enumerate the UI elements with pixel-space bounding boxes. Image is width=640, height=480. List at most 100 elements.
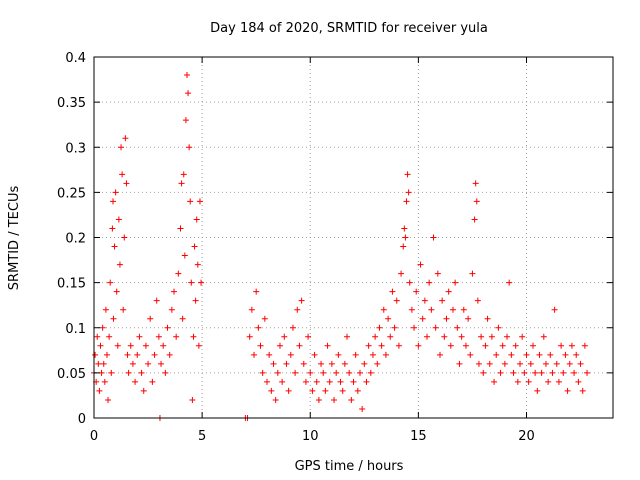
data-point [359,405,366,412]
data-point [149,378,156,385]
data-point [255,324,262,331]
data-point [424,333,431,340]
y-tick-label: 0.35 [57,96,86,111]
data-point [471,216,478,223]
data-point [350,378,357,385]
data-point [525,378,532,385]
data-point [393,297,400,304]
data-point [118,144,125,151]
data-point [341,360,348,367]
y-tick-label: 0.1 [65,322,86,337]
data-point [473,198,480,205]
data-point [408,306,415,313]
plot-frame [93,56,614,419]
data-point [398,270,405,277]
data-point [198,279,205,286]
y-tick-label: 0.4 [65,51,86,66]
data-point [545,378,552,385]
data-point [553,360,560,367]
data-point [456,360,463,367]
data-point [246,333,253,340]
data-point [92,351,99,358]
data-point [192,297,199,304]
data-point [521,369,528,376]
data-point [428,306,435,313]
data-point [406,279,413,286]
data-point [458,333,465,340]
data-point [185,90,192,97]
data-point [514,378,521,385]
data-point [189,396,196,403]
data-point [378,342,385,349]
data-point [292,369,299,376]
data-point [367,369,374,376]
data-point [501,360,508,367]
data-point [475,360,482,367]
data-point [508,351,515,358]
data-point [109,225,116,232]
x-tick-label: 10 [302,429,319,444]
data-point [251,351,258,358]
data-point [542,360,549,367]
data-point [285,387,292,394]
x-tick-label: 0 [90,429,98,444]
data-point [549,369,556,376]
data-point [160,342,167,349]
data-point [108,369,115,376]
data-point [391,324,398,331]
data-point [389,288,396,295]
data-point [584,369,591,376]
data-point [315,396,322,403]
data-point [328,360,335,367]
data-point [196,198,203,205]
data-point [547,351,554,358]
data-point [195,342,202,349]
data-point [302,378,309,385]
data-point [333,369,340,376]
y-axis-label: SRMTID / TECUs [7,186,22,291]
data-point [173,333,180,340]
data-point [182,117,189,124]
axis-ticks: 0 5 10 15 20 0 0.05 0.1 0.15 0.2 0.25 0.3 0.35 0.4 [57,51,613,444]
data-point [540,333,547,340]
data-point [419,315,426,322]
data-point [497,369,504,376]
data-point [129,360,136,367]
data-point [298,297,305,304]
data-point [447,342,454,349]
data-point [376,324,383,331]
data-point [309,387,316,394]
data-point [166,351,173,358]
data-point [119,171,126,178]
data-point [145,360,152,367]
data-point [101,378,108,385]
data-point [484,315,491,322]
data-point [158,360,165,367]
y-tick-label: 0.2 [65,232,86,247]
data-point [445,288,452,295]
data-point [248,306,255,313]
data-point [123,180,130,187]
data-point [326,378,333,385]
data-point [432,324,439,331]
data-point [193,216,200,223]
data-point [437,351,443,358]
data-point [411,324,418,331]
data-point [272,396,279,403]
y-tick-label: 0 [78,412,86,427]
data-point [177,225,184,232]
data-point [486,360,493,367]
data-point [178,180,185,187]
data-point [363,378,370,385]
data-point [413,288,420,295]
data-point [369,351,376,358]
data-point [264,378,270,385]
y-tick-label: 0.05 [57,367,86,382]
data-point [568,342,575,349]
data-point [495,324,502,331]
data-point [519,333,526,340]
data-point [426,279,433,286]
data-point [566,360,573,367]
data-point [296,342,303,349]
